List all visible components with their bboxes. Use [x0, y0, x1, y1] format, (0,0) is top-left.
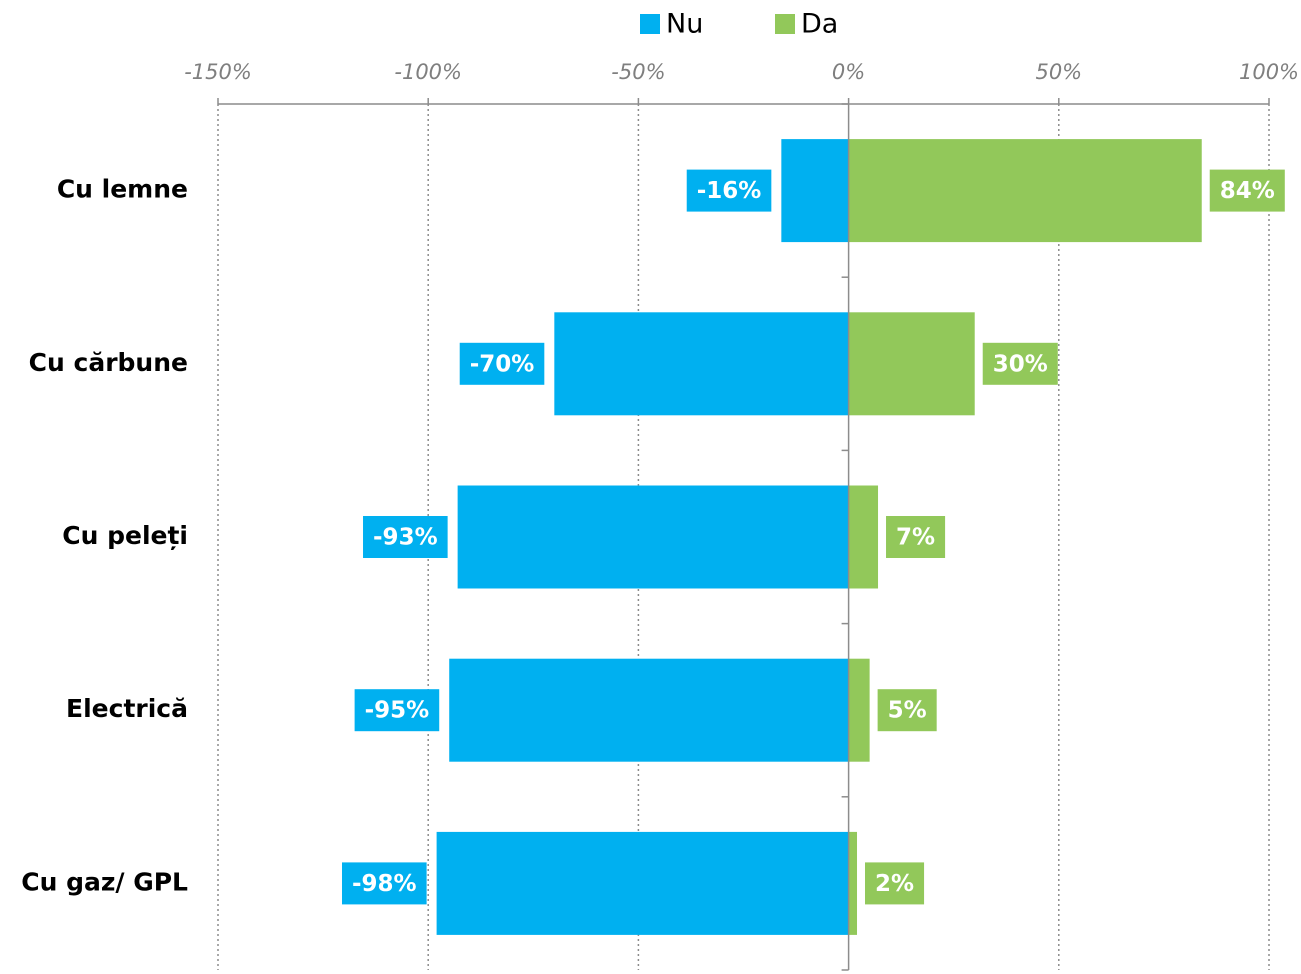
value-label-box: [877, 689, 937, 732]
bar: [781, 139, 849, 243]
category-label: Electrică: [66, 694, 188, 723]
value-label-box: [982, 342, 1058, 385]
value-label: -93%: [373, 525, 438, 551]
bar: [449, 658, 849, 762]
value-label: -16%: [697, 178, 762, 204]
x-tick-label: -150%: [184, 60, 252, 84]
bar: [457, 485, 849, 589]
value-label: 2%: [875, 871, 914, 897]
legend-label: Nu: [666, 9, 703, 40]
category-label: Cu cărbune: [29, 348, 188, 377]
value-label-box: [686, 169, 772, 212]
value-label: 30%: [993, 351, 1048, 377]
value-label: 7%: [896, 525, 935, 551]
value-label-box: [1209, 169, 1285, 212]
x-tick-label: 0%: [832, 60, 865, 84]
value-label: 5%: [888, 698, 927, 724]
value-label-box: [354, 689, 440, 732]
value-label-box: [459, 342, 545, 385]
x-tick-label: 50%: [1035, 60, 1082, 84]
value-label: -95%: [365, 698, 430, 724]
bar: [848, 312, 975, 416]
bar: [848, 485, 879, 589]
bar: [848, 139, 1202, 243]
x-tick-label: -100%: [394, 60, 462, 84]
x-tick-label: -50%: [611, 60, 665, 84]
bar: [554, 312, 849, 416]
category-label: Cu lemne: [57, 175, 188, 204]
value-label-box: [886, 516, 946, 558]
bar: [848, 831, 858, 935]
value-label: -70%: [470, 351, 535, 377]
legend-label: Da: [801, 9, 838, 40]
bar: [848, 658, 870, 762]
legend-swatch: [775, 14, 795, 34]
legend-swatch: [640, 14, 660, 34]
category-label: Cu peleți: [62, 521, 188, 550]
category-label: Cu gaz/ GPL: [21, 867, 188, 896]
value-label: -98%: [352, 871, 417, 897]
bar: [436, 831, 849, 935]
x-tick-label: 100%: [1239, 60, 1299, 84]
value-label-box: [341, 862, 427, 905]
value-label-box: [363, 516, 448, 558]
value-label: 84%: [1220, 178, 1275, 204]
value-label-box: [865, 862, 925, 905]
